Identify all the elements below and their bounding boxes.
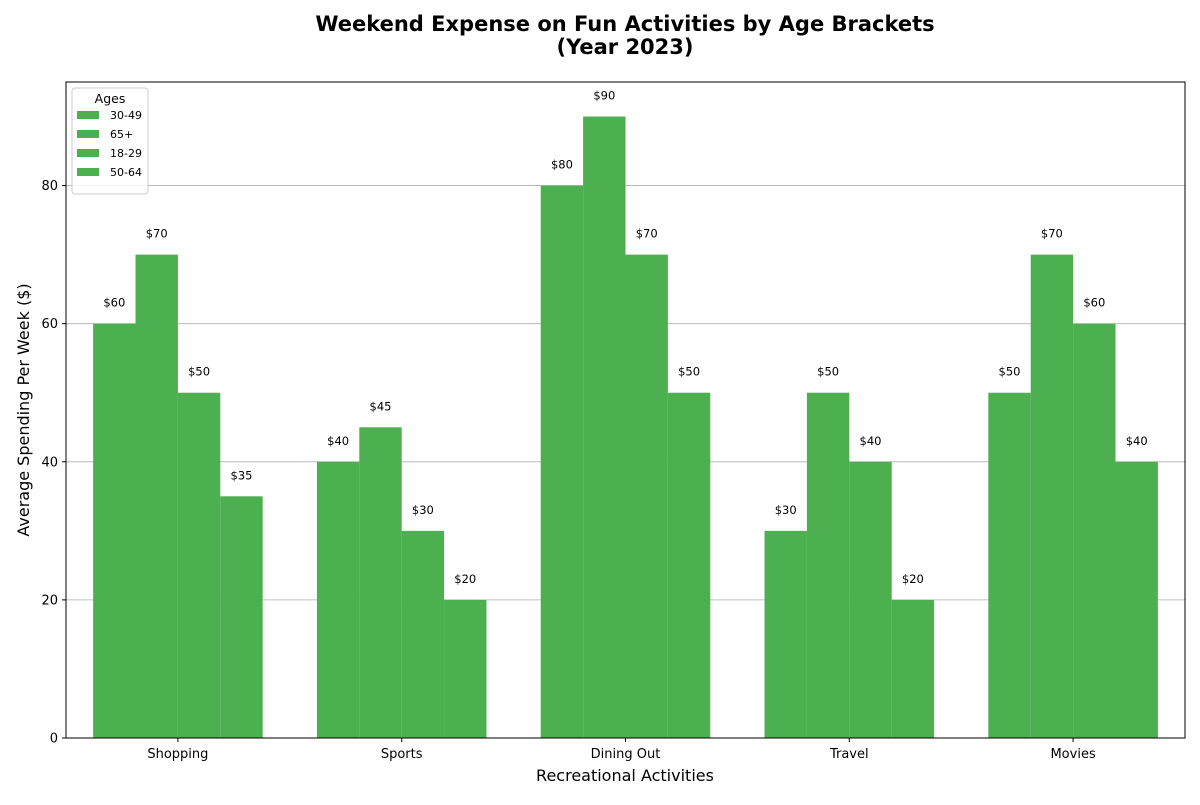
y-tick-label: 40 — [41, 455, 58, 470]
y-tick-label: 0 — [50, 732, 58, 747]
data-label: $90 — [593, 89, 615, 103]
x-tick-label: Shopping — [147, 747, 208, 762]
data-label: $20 — [454, 572, 476, 586]
data-label: $40 — [1126, 434, 1148, 448]
data-label: $40 — [860, 434, 882, 448]
legend-swatch — [77, 168, 99, 176]
x-tick-label: Dining Out — [591, 747, 661, 762]
bar — [401, 530, 445, 738]
y-axis-label: Average Spending Per Week ($) — [14, 283, 33, 536]
legend-swatch — [77, 111, 99, 119]
data-label: $60 — [103, 296, 125, 310]
bar — [988, 392, 1031, 738]
bar — [220, 496, 263, 738]
legend-swatch — [77, 149, 99, 157]
x-axis-label: Recreational Activities — [536, 766, 714, 785]
legend: Ages 30-49 65+ 18-29 50-64 — [71, 87, 149, 195]
legend-entry-label: 65+ — [110, 128, 133, 141]
legend-entry-label: 50-64 — [110, 166, 142, 179]
data-label: $45 — [370, 399, 392, 413]
data-label: $30 — [775, 503, 797, 517]
data-label: $80 — [551, 158, 573, 172]
x-tick-label: Travel — [829, 747, 869, 762]
data-label: $70 — [146, 227, 168, 241]
bar — [849, 461, 892, 738]
legend-entry-label: 18-29 — [110, 147, 142, 160]
bar — [93, 323, 136, 738]
x-tick-label: Sports — [381, 747, 423, 762]
y-tick-label: 60 — [41, 317, 58, 332]
bar — [1030, 254, 1074, 738]
data-label: $40 — [327, 434, 349, 448]
data-label: $60 — [1083, 296, 1105, 310]
bar — [806, 392, 850, 738]
bar — [359, 427, 402, 738]
bar — [1073, 323, 1116, 738]
data-label: $35 — [231, 468, 253, 482]
y-tick-label: 20 — [41, 593, 58, 608]
bar — [135, 254, 178, 738]
bar — [891, 599, 935, 738]
y-axis-ticks: 0 20 40 60 80 — [41, 179, 66, 747]
data-label: $30 — [412, 503, 434, 517]
bars — [93, 116, 1158, 739]
x-axis-ticks: Shopping Sports Dining Out Travel Movies — [147, 738, 1096, 762]
chart-title-line-2: (Year 2023) — [556, 35, 693, 59]
legend-entry-label: 30-49 — [110, 109, 142, 122]
data-label: $50 — [678, 365, 700, 379]
bar — [583, 116, 626, 739]
legend-title: Ages — [95, 91, 126, 106]
bar — [177, 392, 221, 738]
bar — [444, 599, 487, 738]
data-label: $50 — [188, 365, 210, 379]
legend-swatch — [77, 130, 99, 138]
data-label: $70 — [636, 227, 658, 241]
data-label: $50 — [817, 365, 839, 379]
x-tick-label: Movies — [1050, 747, 1095, 762]
bar — [764, 530, 807, 738]
bar — [1115, 461, 1158, 738]
chart-title: Weekend Expense on Fun Activities by Age… — [315, 12, 934, 59]
bar — [667, 392, 711, 738]
data-label: $20 — [902, 572, 924, 586]
data-label: $50 — [999, 365, 1021, 379]
data-label: $70 — [1041, 227, 1063, 241]
y-tick-label: 80 — [41, 179, 58, 194]
bar — [540, 185, 584, 738]
data-labels: $60 $70 $50 $35 $40 $45 $30 $20 $80 $90 $70 $50 $30 $… — [103, 89, 1147, 586]
chart-title-line-1: Weekend Expense on Fun Activities by Age… — [315, 12, 934, 36]
bar — [316, 461, 360, 738]
bar — [625, 254, 668, 738]
